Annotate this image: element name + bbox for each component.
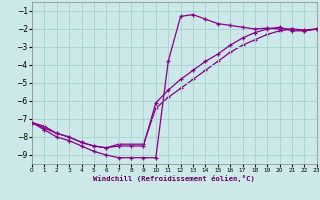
X-axis label: Windchill (Refroidissement éolien,°C): Windchill (Refroidissement éolien,°C) (93, 175, 255, 182)
